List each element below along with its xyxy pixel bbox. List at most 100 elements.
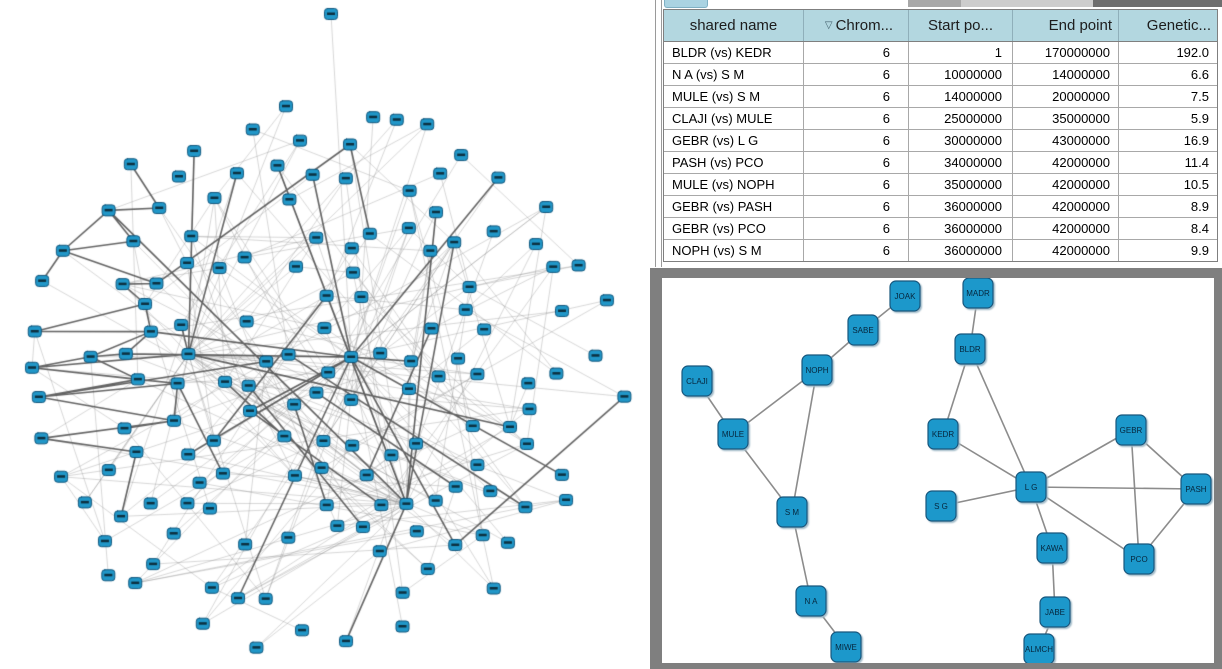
network-node-sm[interactable]: S M <box>776 496 808 528</box>
node-shape <box>717 418 749 450</box>
column-header-start-po-[interactable]: Start po... <box>909 10 1013 41</box>
panel-divider-line <box>655 0 656 267</box>
node-label: GEBR <box>1120 426 1143 435</box>
table-cell: 42000000 <box>1013 174 1119 195</box>
table-cell: N A (vs) S M <box>664 64 804 85</box>
table-cell: 6 <box>804 64 909 85</box>
column-header-chrom-[interactable]: ▽ Chrom... <box>804 10 909 41</box>
table-cell: GEBR (vs) PCO <box>664 218 804 239</box>
network-node-kawa[interactable]: KAWA <box>1036 532 1068 564</box>
network-edge-LG-PASH[interactable] <box>1030 486 1197 490</box>
table-cell: 6.6 <box>1190 67 1209 82</box>
network-node-bldr[interactable]: BLDR <box>954 333 986 365</box>
horizontal-scrollbar-thumb[interactable] <box>961 0 1093 7</box>
table-top-strip <box>663 0 1222 8</box>
sub-network-canvas[interactable]: JOAK MADR SABE BLDR NOPH CLAJI MULE KEDR GEBR L G… <box>662 278 1214 663</box>
table-row[interactable]: NOPH (vs) S M 6 36000000 42000000 9.9 <box>664 240 1217 261</box>
table-cell: 5.9 <box>1190 111 1209 126</box>
column-header-label: Genetic... <box>1146 17 1211 34</box>
node-label: JOAK <box>895 292 917 301</box>
network-node-claji[interactable]: CLAJI <box>681 365 713 397</box>
table-cell: 192.0 <box>1176 45 1209 60</box>
node-label: KEDR <box>932 430 954 439</box>
column-header-end-point[interactable]: End point <box>1013 10 1119 41</box>
table-cell: 1 <box>909 42 1013 63</box>
network-node-pash[interactable]: PASH <box>1180 473 1212 505</box>
table-cell: 34000000 <box>909 152 1013 173</box>
network-node-sabe[interactable]: SABE <box>847 314 879 346</box>
table-cell: 42000000 <box>1013 218 1119 239</box>
table-cell: 6 <box>804 152 909 173</box>
node-label: N A <box>805 597 819 606</box>
network-edge-LG-PCO[interactable] <box>1030 486 1140 560</box>
table-cell: 43000000 <box>1013 130 1119 151</box>
column-header-genetic-[interactable]: Genetic... <box>1119 10 1217 41</box>
table-tab[interactable] <box>664 0 708 8</box>
network-edge-BLDR-LG[interactable] <box>969 348 1032 488</box>
network-node-sg[interactable]: S G <box>925 490 957 522</box>
node-label: BLDR <box>959 345 981 354</box>
network-node-miwe[interactable]: MIWE <box>830 631 862 663</box>
node-shape <box>1123 543 1155 575</box>
table-cell: 6 <box>804 218 909 239</box>
table-cell: MULE (vs) NOPH <box>664 174 804 195</box>
network-node-noph[interactable]: NOPH <box>801 354 833 386</box>
network-node-almch[interactable]: ALMCH <box>1023 633 1055 663</box>
large-network-canvas[interactable] <box>0 0 650 669</box>
table-cell: BLDR (vs) KEDR <box>664 42 804 63</box>
node-label: S M <box>785 508 800 517</box>
node-shape <box>1180 473 1212 505</box>
network-edge-NOPH-SM[interactable] <box>791 369 818 513</box>
network-node-madr[interactable]: MADR <box>962 278 994 309</box>
table-cell: 20000000 <box>1013 86 1119 107</box>
column-header-label: End point <box>1048 17 1112 34</box>
table-cell: 6 <box>804 42 909 63</box>
node-shape <box>847 314 879 346</box>
table-row[interactable]: BLDR (vs) KEDR 6 1 170000000 192.0 <box>664 42 1217 64</box>
node-label: CLAJI <box>686 377 708 386</box>
network-node-lg[interactable]: L G <box>1015 471 1047 503</box>
table-cell: 10000000 <box>909 64 1013 85</box>
table-row[interactable]: GEBR (vs) PCO 6 36000000 42000000 8.4 <box>664 218 1217 240</box>
network-node-na[interactable]: N A <box>795 585 827 617</box>
node-shape <box>1115 414 1147 446</box>
table-row[interactable]: MULE (vs) NOPH 6 35000000 42000000 10.5 <box>664 174 1217 196</box>
table-body: BLDR (vs) KEDR 6 1 170000000 192.0 N A (vs) S… <box>664 42 1217 261</box>
network-node-pco[interactable]: PCO <box>1123 543 1155 575</box>
table-cell: 9.9 <box>1190 243 1209 258</box>
table-row[interactable]: PASH (vs) PCO 6 34000000 42000000 11.4 <box>664 152 1217 174</box>
table-cell: 42000000 <box>1013 240 1119 261</box>
table-row[interactable]: GEBR (vs) L G 6 30000000 43000000 16.9 <box>664 130 1217 152</box>
network-node-mule[interactable]: MULE <box>717 418 749 450</box>
network-node-kedr[interactable]: KEDR <box>927 418 959 450</box>
filter-icon[interactable]: ▽ <box>824 20 833 31</box>
table-row[interactable]: MULE (vs) S M 6 14000000 20000000 7.5 <box>664 86 1217 108</box>
column-header-shared-name[interactable]: shared name <box>664 10 804 41</box>
table-cell: 30000000 <box>909 130 1013 151</box>
network-edge-LG-GEBR[interactable] <box>1030 429 1132 488</box>
table-row[interactable]: N A (vs) S M 6 10000000 14000000 6.6 <box>664 64 1217 86</box>
node-shape <box>1036 532 1068 564</box>
table-cell: GEBR (vs) PASH <box>664 196 804 217</box>
network-node-jabe[interactable]: JABE <box>1039 596 1071 628</box>
table-row[interactable]: GEBR (vs) PASH 6 36000000 42000000 8.9 <box>664 196 1217 218</box>
network-node-gebr[interactable]: GEBR <box>1115 414 1147 446</box>
node-label: PCO <box>1130 555 1147 564</box>
network-edge-GEBR-PCO[interactable] <box>1130 429 1140 560</box>
table-cell: 11.4 <box>1184 155 1209 170</box>
node-shape <box>795 585 827 617</box>
table-cell: 6 <box>804 86 909 107</box>
table-cell: 6 <box>804 196 909 217</box>
node-shape <box>927 418 959 450</box>
table-cell: GEBR (vs) L G <box>664 130 804 151</box>
table-row[interactable]: CLAJI (vs) MULE 6 25000000 35000000 5.9 <box>664 108 1217 130</box>
attribute-table: shared name ▽ Chrom... Start po... End point… <box>663 9 1218 262</box>
network-node-joak[interactable]: JOAK <box>889 280 921 312</box>
node-label: SABE <box>852 326 873 335</box>
horizontal-scrollbar-track[interactable] <box>908 0 961 7</box>
column-header-label: shared name <box>689 17 778 34</box>
table-cell: 8.9 <box>1190 199 1209 214</box>
node-label: MIWE <box>835 643 857 652</box>
node-label: JABE <box>1045 608 1065 617</box>
node-shape <box>776 496 808 528</box>
